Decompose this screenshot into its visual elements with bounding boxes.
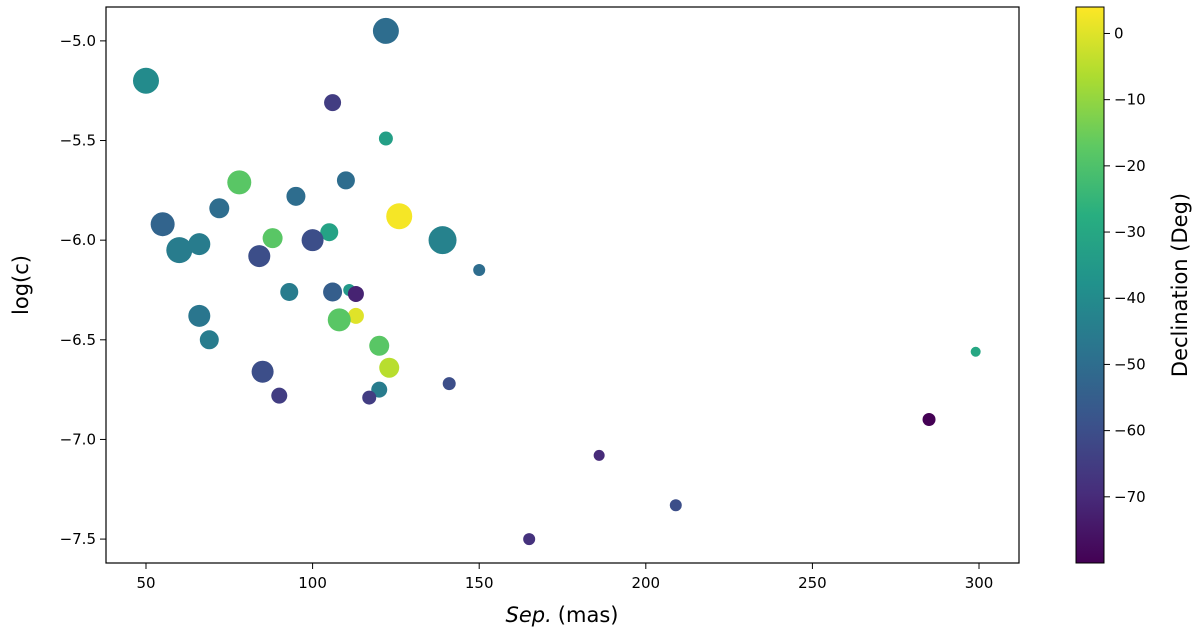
data-point-27	[379, 357, 400, 378]
colorbar-tick-label: −20	[1114, 157, 1146, 175]
data-point-0	[372, 17, 399, 44]
x-tick-label: 100	[298, 574, 327, 592]
data-point-32	[362, 390, 377, 405]
data-point-16	[248, 245, 271, 268]
colorbar-label: Declination (Deg)	[1168, 193, 1192, 377]
data-points	[132, 17, 981, 546]
colorbar-tick-label: −70	[1114, 488, 1146, 506]
data-point-12	[301, 229, 324, 252]
x-tick-label: 150	[465, 574, 494, 592]
y-axis-label: log(c)	[9, 255, 33, 315]
data-point-34	[922, 413, 936, 427]
data-point-15	[166, 237, 193, 264]
data-point-2	[324, 94, 342, 112]
data-point-36	[669, 499, 682, 512]
data-point-29	[442, 377, 456, 391]
y-tick-label: −5.0	[60, 32, 96, 50]
data-point-26	[369, 335, 390, 356]
data-point-25	[199, 330, 219, 350]
colorbar-tick-label: −50	[1114, 355, 1146, 373]
data-point-8	[386, 203, 413, 230]
data-point-1	[132, 67, 159, 94]
y-tick-label: −6.0	[60, 231, 96, 249]
data-point-10	[320, 223, 339, 242]
data-point-21	[347, 285, 364, 302]
x-tick-label: 50	[136, 574, 155, 592]
colorbar-tick-label: −40	[1114, 289, 1146, 307]
y-tick-label: −6.5	[60, 331, 96, 349]
x-tick-label: 300	[965, 574, 994, 592]
colorbar-tick-label: −60	[1114, 422, 1146, 440]
x-axis-label: Sep. (mas)	[506, 603, 619, 627]
y-tick-label: −7.0	[60, 430, 96, 448]
data-point-5	[227, 170, 252, 195]
data-point-11	[262, 228, 283, 249]
y-tick-label: −7.5	[60, 530, 96, 548]
y-axis-ticks: −5.0 −5.5 −6.0 −6.5 −7.0 −7.5	[60, 32, 106, 548]
data-point-31	[271, 387, 288, 404]
colorbar-tick-label: 0	[1114, 24, 1124, 42]
x-axis-label-symbol: Sep.	[506, 603, 552, 627]
x-tick-label: 200	[631, 574, 660, 592]
data-point-18	[280, 282, 299, 301]
data-point-17	[473, 264, 486, 277]
colorbar-tick-label: −10	[1114, 91, 1146, 109]
colorbar	[1075, 6, 1105, 564]
data-point-35	[593, 449, 605, 461]
data-point-28	[251, 360, 274, 383]
colorbar-ticks: 0 −10 −20 −30 −40 −50 −60 −70	[1104, 24, 1146, 506]
data-point-33	[970, 346, 981, 357]
data-point-13	[428, 226, 457, 255]
x-axis-label-unit: (mas)	[558, 603, 619, 627]
data-point-9	[150, 212, 175, 237]
x-axis-ticks: 50 100 150 200 250 300	[136, 563, 993, 592]
data-point-3	[378, 131, 393, 146]
data-point-30	[371, 381, 388, 398]
data-point-24	[188, 304, 211, 327]
data-point-22	[347, 307, 364, 324]
colorbar-tick-label: −30	[1114, 223, 1146, 241]
data-point-14	[188, 233, 211, 256]
data-point-7	[209, 198, 230, 219]
data-point-6	[286, 186, 306, 206]
data-point-20	[323, 282, 343, 302]
y-tick-label: −5.5	[60, 132, 96, 150]
data-point-37	[523, 533, 536, 546]
x-tick-label: 250	[798, 574, 827, 592]
data-point-4	[336, 171, 355, 190]
plot-frame	[105, 6, 1020, 564]
data-point-23	[327, 308, 351, 332]
